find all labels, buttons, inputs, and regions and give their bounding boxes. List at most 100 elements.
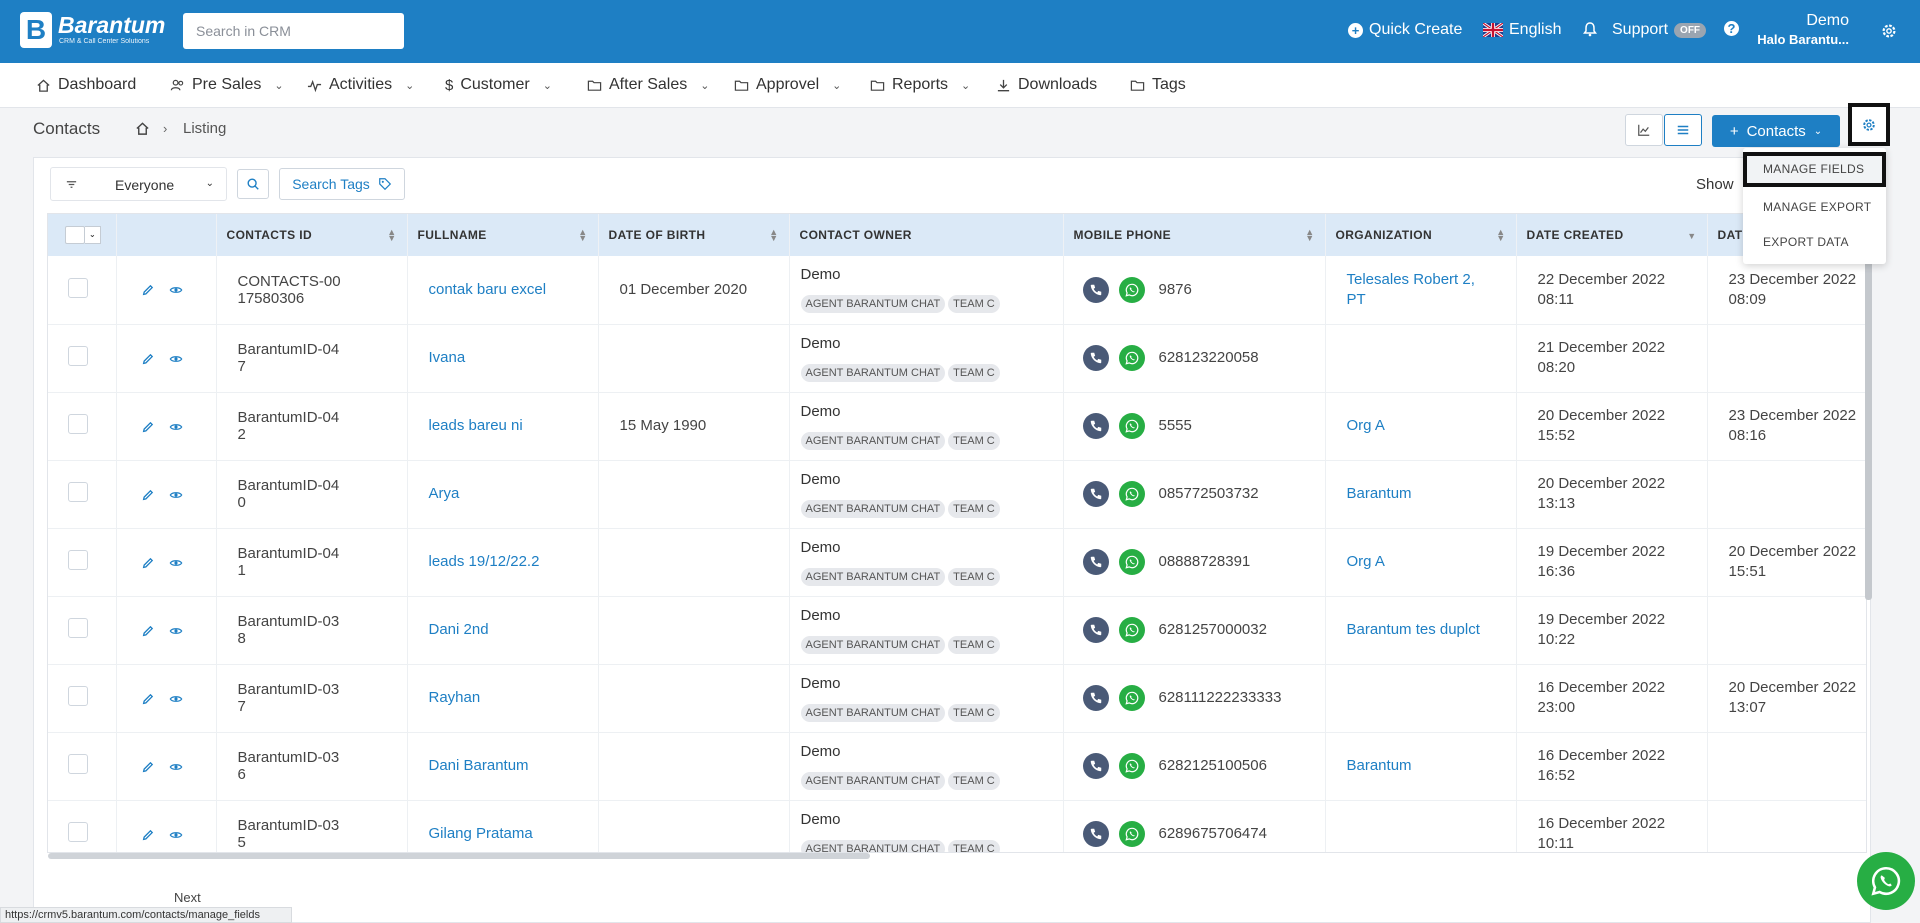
settings-gear-button[interactable] <box>1848 103 1890 146</box>
row-checkbox[interactable] <box>68 822 88 842</box>
sort-desc-icon[interactable]: ▼ <box>1687 231 1697 241</box>
edit-pencil-icon[interactable] <box>141 283 155 297</box>
edit-pencil-icon[interactable] <box>141 828 155 842</box>
header-gear-icon[interactable] <box>1880 22 1898 40</box>
nav-downloads[interactable]: Downloads <box>996 76 1097 94</box>
phone-call-icon[interactable] <box>1082 413 1109 439</box>
view-eye-icon[interactable] <box>169 488 183 502</box>
organization-link[interactable]: Org A <box>1346 417 1385 434</box>
organization-link[interactable]: Barantum <box>1346 757 1412 774</box>
manage-fields-menu-item[interactable]: MANAGE FIELDS <box>1743 152 1886 187</box>
header-organization[interactable]: ORGANIZATION ▲ ▼ <box>1325 214 1517 256</box>
row-checkbox[interactable] <box>68 346 88 366</box>
nav-pre-sales[interactable]: Pre Sales ⌄ <box>170 76 284 94</box>
export-data-menu-item[interactable]: EXPORT DATA <box>1763 235 1849 249</box>
row-checkbox[interactable] <box>68 754 88 774</box>
contact-name-link[interactable]: Dani 2nd <box>428 621 489 638</box>
contact-name-link[interactable]: Ivana <box>428 349 466 366</box>
nav-approvel[interactable]: Approvel ⌄ <box>734 76 841 94</box>
row-checkbox[interactable] <box>68 277 88 298</box>
nav-reports[interactable]: Reports ⌄ <box>870 76 970 94</box>
edit-pencil-icon[interactable] <box>141 624 155 638</box>
phone-call-icon[interactable] <box>1082 481 1109 507</box>
language-selector[interactable]: English <box>1483 21 1561 39</box>
whatsapp-icon[interactable] <box>1118 345 1145 371</box>
row-checkbox[interactable] <box>68 414 88 434</box>
edit-pencil-icon[interactable] <box>141 352 155 366</box>
sort-icon[interactable]: ▲ ▼ <box>1496 227 1506 243</box>
edit-pencil-icon[interactable] <box>141 488 155 502</box>
nav-after-sales[interactable]: After Sales ⌄ <box>587 76 709 94</box>
contact-name-link[interactable]: contak baru excel <box>428 280 547 298</box>
user-menu[interactable]: Demo Halo Barantu... <box>1757 12 1849 47</box>
horizontal-scrollbar[interactable] <box>48 853 870 859</box>
phone-call-icon[interactable] <box>1082 276 1109 303</box>
organization-link[interactable]: Org A <box>1346 553 1385 570</box>
view-eye-icon[interactable] <box>169 352 183 366</box>
contact-name-link[interactable]: Gilang Pratama <box>428 825 533 842</box>
header-contacts-id[interactable]: CONTACTS ID ▲ ▼ <box>216 214 408 256</box>
header-date-created[interactable]: DATE CREATED ▼ <box>1516 214 1708 256</box>
header-fullname[interactable]: FULLNAME ▲ ▼ <box>407 214 599 256</box>
whatsapp-icon[interactable] <box>1118 685 1145 711</box>
view-eye-icon[interactable] <box>169 624 183 638</box>
owner-filter-select[interactable]: Everyone ⌄ <box>50 167 227 201</box>
select-all-checkbox[interactable] <box>65 226 85 244</box>
edit-pencil-icon[interactable] <box>141 692 155 706</box>
crm-search-input[interactable] <box>183 13 404 49</box>
organization-link[interactable]: Barantum <box>1346 485 1412 502</box>
chart-view-button[interactable] <box>1625 114 1663 146</box>
view-eye-icon[interactable] <box>169 556 183 570</box>
nav-tags[interactable]: Tags <box>1130 76 1186 94</box>
contact-name-link[interactable]: leads bareu ni <box>428 417 523 434</box>
phone-call-icon[interactable] <box>1082 549 1109 575</box>
contact-name-link[interactable]: Rayhan <box>428 689 481 706</box>
barantum-logo[interactable]: B Barantum CRM & Call Center Solutions <box>20 12 165 52</box>
contact-name-link[interactable]: Dani Barantum <box>428 757 529 774</box>
sort-icon[interactable]: ▲ ▼ <box>387 227 397 243</box>
organization-link[interactable]: Telesales Robert 2, PT <box>1346 270 1475 308</box>
whatsapp-chat-button[interactable] <box>1857 852 1915 910</box>
phone-call-icon[interactable] <box>1082 821 1109 847</box>
edit-pencil-icon[interactable] <box>141 420 155 434</box>
view-eye-icon[interactable] <box>169 420 183 434</box>
whatsapp-icon[interactable] <box>1118 821 1145 847</box>
select-all-header[interactable]: ⌄ <box>48 214 117 256</box>
view-eye-icon[interactable] <box>169 692 183 706</box>
nav-customer[interactable]: $ Customer ⌄ <box>445 76 552 94</box>
organization-link[interactable]: Barantum tes duplct <box>1346 621 1480 638</box>
view-eye-icon[interactable] <box>169 828 183 842</box>
breadcrumb-home-icon[interactable] <box>135 121 150 136</box>
chevron-down-icon[interactable]: ⌄ <box>85 226 101 244</box>
contact-name-link[interactable]: Arya <box>428 485 460 502</box>
vertical-scrollbar[interactable] <box>1865 213 1872 600</box>
support-toggle[interactable]: Support OFF <box>1612 21 1707 39</box>
sort-icon[interactable]: ▲ ▼ <box>578 227 588 243</box>
phone-call-icon[interactable] <box>1082 753 1109 779</box>
row-checkbox[interactable] <box>68 482 88 502</box>
phone-call-icon[interactable] <box>1082 685 1109 711</box>
add-contacts-button[interactable]: + Contacts ⌄ <box>1712 115 1840 147</box>
phone-call-icon[interactable] <box>1082 345 1109 371</box>
manage-export-menu-item[interactable]: MANAGE EXPORT <box>1763 200 1872 214</box>
whatsapp-icon[interactable] <box>1118 276 1145 303</box>
quick-create-button[interactable]: + Quick Create <box>1348 21 1462 39</box>
nav-dashboard[interactable]: Dashboard <box>36 76 136 94</box>
search-button[interactable] <box>237 169 269 199</box>
whatsapp-icon[interactable] <box>1118 617 1145 643</box>
row-checkbox[interactable] <box>68 618 88 638</box>
header-date-of-birth[interactable]: DATE OF BIRTH ▲ ▼ <box>598 214 790 256</box>
sort-icon[interactable]: ▲ ▼ <box>1305 227 1315 243</box>
phone-call-icon[interactable] <box>1082 617 1109 643</box>
help-button[interactable]: ? <box>1724 21 1739 36</box>
whatsapp-icon[interactable] <box>1118 753 1145 779</box>
header-mobile-phone[interactable]: MOBILE PHONE ▲ ▼ <box>1063 214 1326 256</box>
whatsapp-icon[interactable] <box>1118 413 1145 439</box>
list-view-button[interactable] <box>1664 114 1702 146</box>
whatsapp-icon[interactable] <box>1118 481 1145 507</box>
search-tags-button[interactable]: Search Tags <box>279 168 405 200</box>
view-eye-icon[interactable] <box>169 283 183 297</box>
pagination-next[interactable]: Next <box>174 890 201 905</box>
whatsapp-icon[interactable] <box>1118 549 1145 575</box>
notification-bell-button[interactable] <box>1582 21 1598 37</box>
